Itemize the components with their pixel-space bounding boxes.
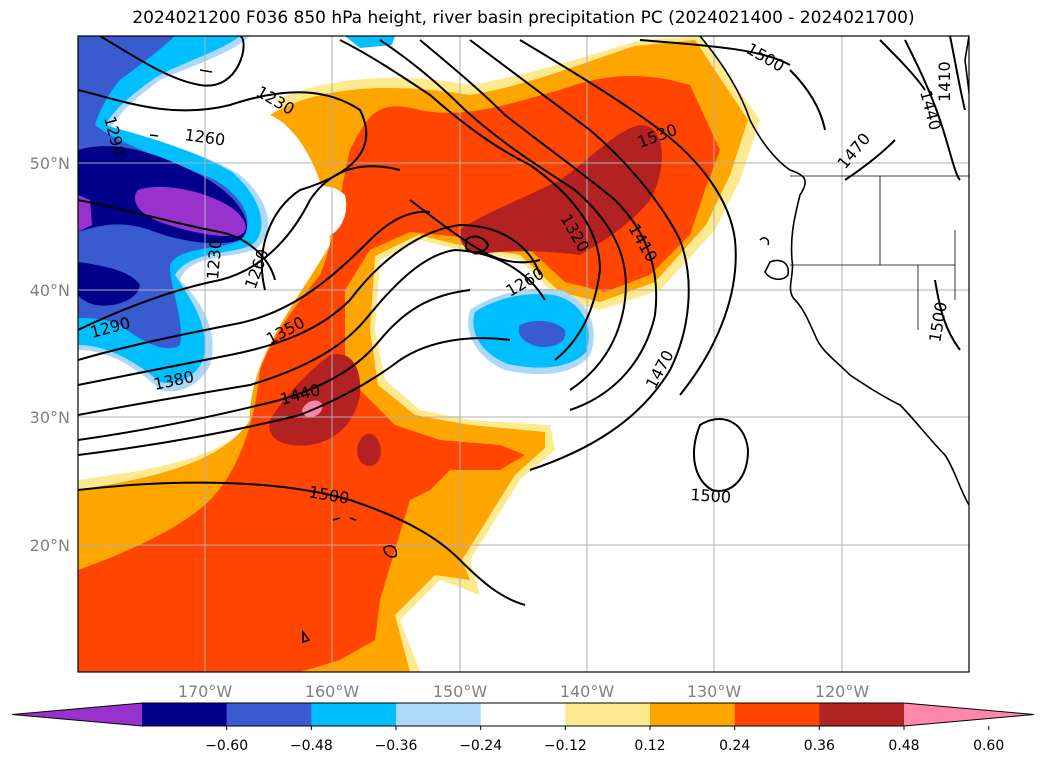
lat-label: 40°N xyxy=(30,281,70,300)
lon-label: 130°W xyxy=(687,682,742,701)
state-borders xyxy=(790,175,969,330)
longitude-labels: 170°W 160°W 150°W 140°W 130°W 120°W xyxy=(178,682,870,701)
lat-label: 50°N xyxy=(30,154,70,173)
colorbar-swatch xyxy=(396,703,482,726)
colorbar-swatch xyxy=(142,703,228,726)
lon-label: 170°W xyxy=(178,682,233,701)
colorbar-tick-label: −0.36 xyxy=(375,738,418,754)
coastlines xyxy=(149,36,969,644)
map-frame xyxy=(77,35,970,673)
colorbar-swatch xyxy=(650,703,736,726)
colorbar-tick-label: 0.60 xyxy=(973,738,1004,754)
lon-label: 160°W xyxy=(305,682,360,701)
latitude-labels: 50°N 40°N 30°N 20°N xyxy=(30,154,70,555)
contour-label: 1230 xyxy=(203,238,225,280)
colorbar-tick-label: −0.12 xyxy=(544,738,587,754)
colorbar-swatch xyxy=(311,703,397,726)
lat-label: 20°N xyxy=(30,536,70,555)
colorbar-extend-min xyxy=(12,703,142,726)
graticule xyxy=(78,36,969,672)
contour-label: 1500 xyxy=(690,485,732,507)
lon-label: 120°W xyxy=(815,682,870,701)
colorbar-extend-max xyxy=(904,703,1034,726)
lat-label: 30°N xyxy=(30,408,70,427)
colorbar-swatch xyxy=(734,703,820,726)
map-title: 2024021200 F036 850 hPa height, river ba… xyxy=(132,8,915,28)
colorbar-tick-label: 0.24 xyxy=(719,738,750,754)
contour-label: 1410 xyxy=(935,61,954,102)
colorbar-tick-label: 0.12 xyxy=(634,738,665,754)
colorbar-swatch xyxy=(819,703,905,726)
height-contours xyxy=(78,36,966,606)
lon-label: 150°W xyxy=(433,682,488,701)
colorbar-tick-label: 0.36 xyxy=(804,738,835,754)
colorbar-tick-label: −0.48 xyxy=(290,738,333,754)
colorbar-tick-label: −0.60 xyxy=(205,738,248,754)
colorbar-outline xyxy=(11,702,1035,727)
colorbar-swatch xyxy=(565,703,651,726)
colorbar: −0.60 −0.48 −0.36 −0.24 −0.12 0.12 0.24 0.36 0.4… xyxy=(11,702,1035,754)
colorbar-tick-label: 0.48 xyxy=(888,738,919,754)
colorbar-tick-label: −0.24 xyxy=(459,738,502,754)
lon-label: 140°W xyxy=(560,682,615,701)
colorbar-swatch xyxy=(480,703,566,726)
colorbar-swatch xyxy=(226,703,312,726)
